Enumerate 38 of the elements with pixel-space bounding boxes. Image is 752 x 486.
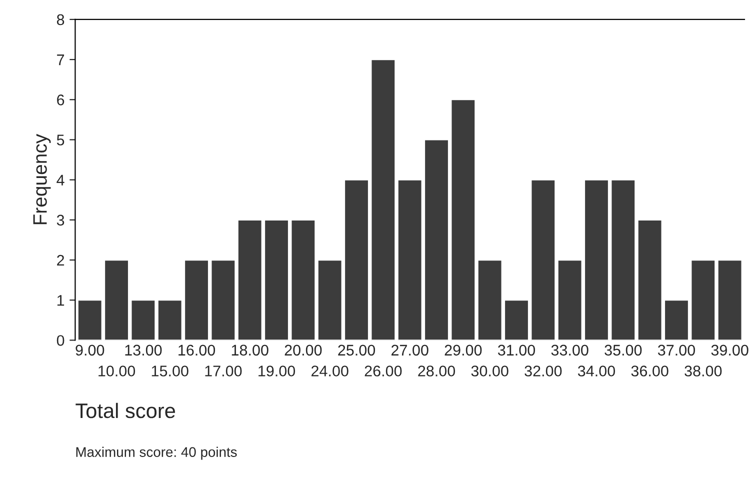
y-tick-label: 1	[57, 295, 64, 306]
x-tick-label: 10.00	[98, 366, 136, 376]
x-tick-label: 37.00	[658, 344, 696, 356]
y-tick-label: 2	[57, 254, 64, 266]
x-tick-label: 33.00	[551, 344, 588, 356]
x-tick-label: 13.00	[125, 344, 162, 356]
x-tick-label: 18.00	[232, 344, 268, 356]
y-tick-label: 8	[56, 14, 64, 26]
x-tick-label: 9.00	[76, 344, 104, 356]
y-axis-title: Frequency	[33, 134, 51, 224]
x-tick-label: 19.00	[258, 366, 296, 376]
x-tick-label: 28.00	[418, 366, 456, 376]
x-tick-label: 20.00	[284, 344, 322, 356]
x-tick-label: 30.00	[471, 366, 508, 376]
x-tick-label: 27.00	[391, 344, 428, 356]
y-tick-label: 0	[56, 335, 64, 346]
y-tick-label: 4	[56, 174, 64, 186]
x-tick-label: 15.00	[152, 366, 188, 376]
y-tick-label: 5	[56, 134, 64, 146]
x-tick-label: 26.00	[364, 366, 402, 376]
x-tick-label: 39.00	[711, 344, 748, 356]
y-tick-label: 7	[57, 54, 64, 66]
x-tick-label: 29.00	[444, 344, 482, 356]
x-tick-label: 31.00	[498, 344, 536, 356]
bar	[717, 259, 742, 340]
x-tick-label: 34.00	[578, 366, 616, 376]
x-tick-label: 32.00	[524, 366, 562, 376]
x-tick-label: 25.00	[338, 344, 376, 356]
x-tick-label: 16.00	[178, 344, 216, 356]
text: Maximum score: 40 points	[76, 446, 237, 460]
x-tick-label: 17.00	[205, 366, 242, 376]
y-tick-label: 3	[56, 214, 64, 226]
x-tick-label: 35.00	[604, 344, 642, 356]
x-axis-title: Total score	[76, 402, 176, 418]
x-tick-label: 38.00	[684, 366, 722, 376]
x-tick-label: 36.00	[631, 366, 668, 376]
x-tick-label: 24.00	[312, 366, 348, 376]
y-tick-label: 6	[57, 94, 64, 106]
